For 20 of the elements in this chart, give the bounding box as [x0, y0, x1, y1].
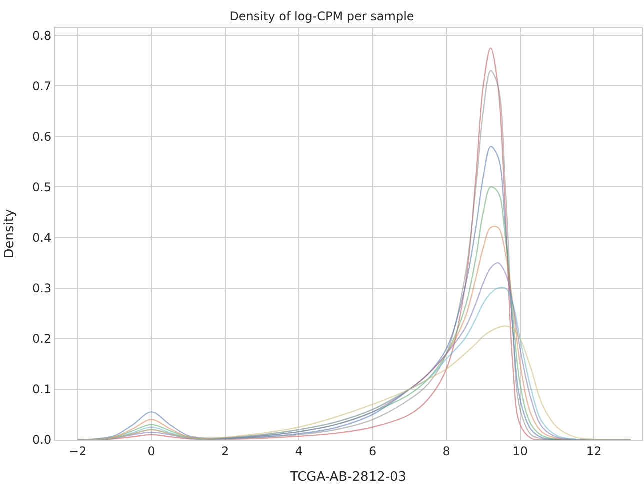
chart-title: Density of log-CPM per sample [230, 10, 414, 24]
x-tick-label: 8 [442, 444, 450, 458]
y-tick-label: 0.3 [32, 282, 52, 296]
x-tick-label: 2 [222, 444, 230, 458]
x-tick-label: 10 [512, 444, 528, 458]
x-tick-label: 12 [586, 444, 602, 458]
y-tick-label: 0.6 [32, 130, 52, 144]
y-tick-label: 0.0 [32, 433, 52, 448]
y-tick-label: 0.1 [32, 382, 52, 397]
y-tick-label: 0.5 [32, 180, 52, 194]
y-tick-label: 0.2 [32, 332, 52, 346]
y-tick-label: 0.7 [32, 79, 52, 94]
y-axis-title: Density [2, 208, 18, 259]
x-tick-label: 4 [295, 444, 303, 458]
x-axis-title: TCGA-AB-2812-03 [289, 470, 407, 485]
x-tick-label: −2 [69, 444, 87, 458]
x-tick-label: 0 [148, 444, 156, 458]
y-tick-label: 0.8 [32, 28, 52, 43]
x-tick-label: 6 [369, 444, 377, 458]
y-tick-label: 0.4 [32, 230, 52, 245]
